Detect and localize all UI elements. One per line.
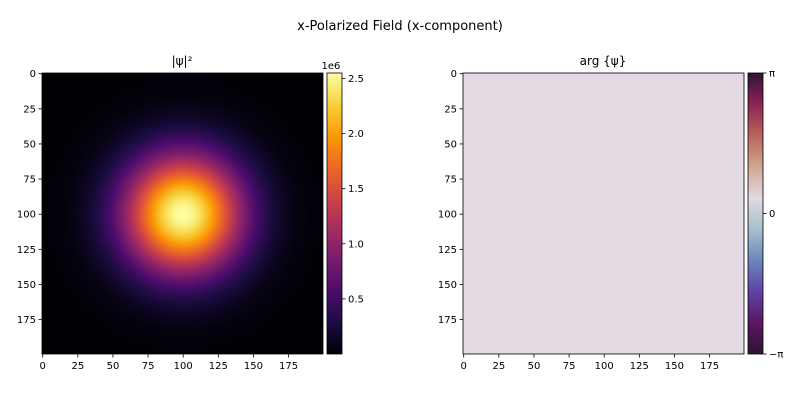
colorbar-tick-label: 2.0 bbox=[348, 129, 364, 140]
y-tick-label: 75 bbox=[444, 175, 457, 186]
x-tick-label: 75 bbox=[563, 361, 576, 372]
colorbar-tick-label: 1.5 bbox=[348, 184, 364, 195]
x-tick-label: 0 bbox=[40, 361, 46, 372]
y-tick-label: 150 bbox=[438, 280, 457, 291]
phase-x-axis: 0 25 50 75 100 125 150 175 bbox=[461, 354, 719, 372]
y-tick-label: 0 bbox=[451, 69, 457, 80]
x-tick-label: 125 bbox=[630, 361, 649, 372]
y-tick-label: 150 bbox=[17, 280, 36, 291]
intensity-colorbar-offset-label: 1e6 bbox=[322, 61, 341, 72]
x-tick-label: 175 bbox=[279, 361, 298, 372]
y-tick-label: 50 bbox=[444, 139, 457, 150]
intensity-colorbar bbox=[326, 72, 343, 355]
y-tick-label: 0 bbox=[30, 69, 36, 80]
colorbar-tick-label: 2.5 bbox=[348, 74, 364, 85]
y-tick-label: 50 bbox=[23, 139, 36, 150]
colorbar-tick-label: 0.5 bbox=[348, 294, 364, 305]
x-tick-label: 75 bbox=[142, 361, 155, 372]
intensity-axes-frame bbox=[41, 72, 324, 355]
y-tick-label: 100 bbox=[17, 210, 36, 221]
x-tick-label: 100 bbox=[174, 361, 193, 372]
y-tick-label: 75 bbox=[23, 175, 36, 186]
y-tick-label: 175 bbox=[438, 315, 457, 326]
colorbar-tick-label: 0 bbox=[769, 209, 775, 220]
phase-y-axis: 0 25 50 75 100 125 150 175 bbox=[438, 69, 463, 326]
x-tick-label: 150 bbox=[244, 361, 263, 372]
y-tick-label: 175 bbox=[17, 315, 36, 326]
y-tick-label: 100 bbox=[438, 210, 457, 221]
x-tick-label: 0 bbox=[461, 361, 467, 372]
y-tick-label: 125 bbox=[438, 245, 457, 256]
phase-colorbar-ticks: −π 0 π bbox=[763, 69, 783, 361]
intensity-x-axis: 0 25 50 75 100 125 150 175 bbox=[40, 354, 298, 372]
phase-heatmap bbox=[463, 73, 744, 354]
colorbar-tick-label: 1.0 bbox=[348, 239, 364, 250]
y-tick-label: 25 bbox=[444, 104, 457, 115]
x-tick-label: 50 bbox=[107, 361, 120, 372]
y-tick-label: 125 bbox=[17, 245, 36, 256]
intensity-y-axis: 0 25 50 75 100 125 150 175 bbox=[17, 69, 42, 326]
phase-panel: arg {ψ} 0 25 50 75 100 125 150 175 0 25 50 75 100 12… bbox=[438, 54, 784, 372]
figure-suptitle: x-Polarized Field (x-component) bbox=[297, 19, 503, 34]
y-tick-label: 25 bbox=[23, 104, 36, 115]
x-tick-label: 100 bbox=[595, 361, 614, 372]
intensity-panel: |ψ|² 0 25 50 75 100 125 150 175 0 25 50 75 100 125 15… bbox=[17, 54, 364, 372]
x-tick-label: 25 bbox=[71, 361, 84, 372]
intensity-plot-area bbox=[42, 73, 323, 354]
phase-axes-frame bbox=[462, 72, 745, 355]
x-tick-label: 125 bbox=[209, 361, 228, 372]
phase-panel-title: arg {ψ} bbox=[580, 54, 627, 68]
colorbar-tick-label: π bbox=[769, 69, 775, 80]
intensity-panel-title: |ψ|² bbox=[172, 54, 193, 68]
intensity-colorbar-ticks: 0.5 1.0 1.5 2.0 2.5 bbox=[342, 74, 364, 305]
x-tick-label: 175 bbox=[700, 361, 719, 372]
colorbar-tick-label: −π bbox=[769, 350, 783, 361]
intensity-heatmap bbox=[42, 73, 323, 354]
x-tick-label: 25 bbox=[492, 361, 505, 372]
x-tick-label: 50 bbox=[528, 361, 541, 372]
x-tick-label: 150 bbox=[665, 361, 684, 372]
phase-colorbar bbox=[747, 72, 764, 355]
